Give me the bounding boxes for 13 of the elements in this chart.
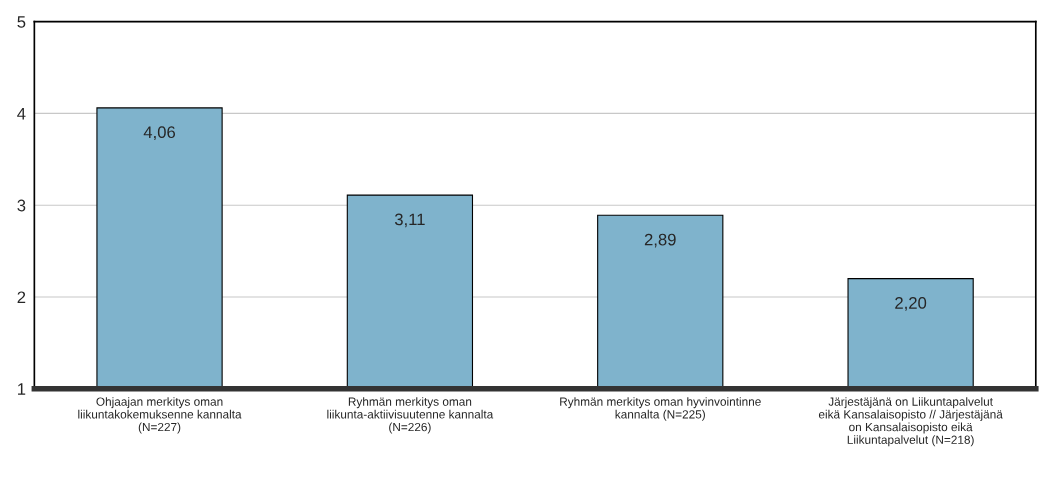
data-label: 2,20 [895, 297, 927, 311]
x-tick-label: Ohjaajan merkitys oman liikuntakokemuksenne kannalta (N=227) [78, 397, 242, 434]
y-tick-label: 1 [18, 383, 26, 395]
y-tick-label: 2 [17, 291, 26, 304]
x-tick-label: Järjestäjänä on Liikuntapalvelut eikä Kansalaisopisto // Järjestäjänä on Kansalaisopisto eikä Liikuntapalvelut (N=218) [818, 397, 1003, 447]
data-label: 4,06 [143, 126, 176, 141]
data-label: 3,11 [394, 213, 425, 228]
x-tick-label: Ryhmän merkitys oman hyvinvointinne kannalta (N=225) [560, 397, 761, 421]
y-tick-label: 3 [17, 199, 26, 212]
x-tick-label: Ryhmän merkitys oman liikunta-aktiivisuutenne kannalta (N=226) [327, 397, 494, 434]
y-tick-label: 4 [17, 107, 26, 120]
y-tick-label: 5 [17, 16, 26, 28]
data-label: 2,89 [644, 233, 676, 248]
